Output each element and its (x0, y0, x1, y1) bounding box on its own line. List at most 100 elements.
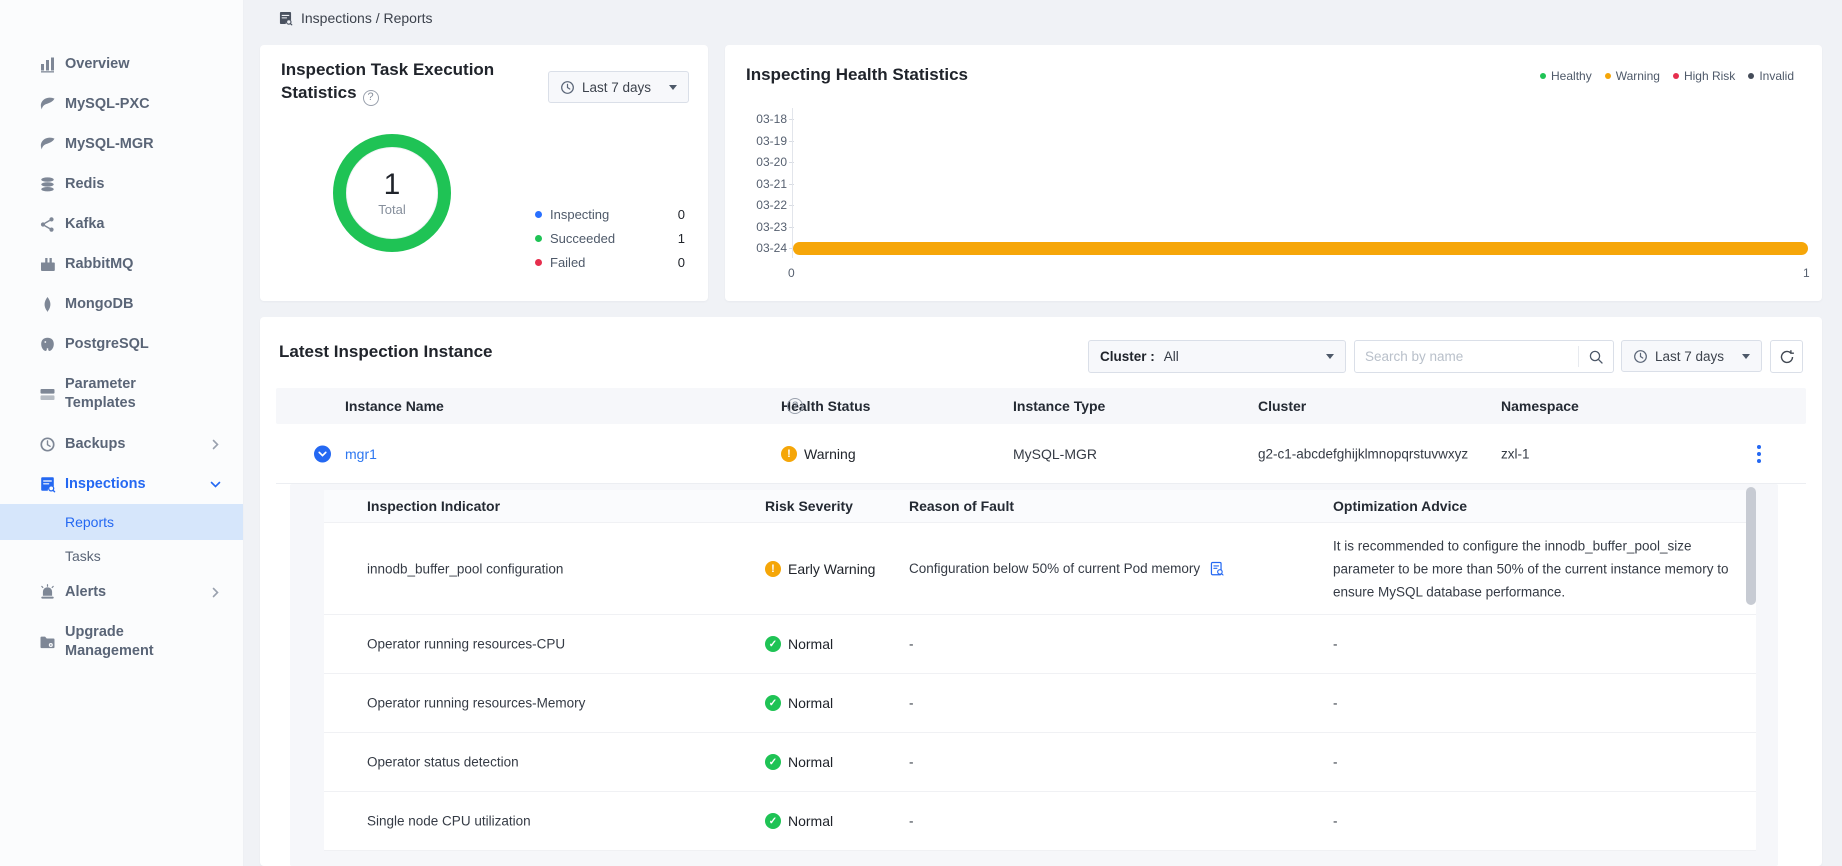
report-document-icon[interactable] (1209, 561, 1225, 577)
col-optimization-advice: Optimization Advice (1333, 498, 1733, 514)
sidebar-item-label: Redis (65, 175, 183, 194)
col-inspection-indicator: Inspection Indicator (367, 498, 500, 514)
sidebar-item-backups[interactable]: Backups (0, 424, 243, 464)
sidebar-item-label: Overview (65, 55, 183, 74)
health-chart-ytick: 03-22 (756, 198, 787, 212)
cluster-select[interactable]: Cluster : All (1088, 340, 1346, 373)
task-range-select[interactable]: Last 7 days (548, 71, 689, 103)
instances-range-value: Last 7 days (1655, 349, 1724, 364)
inspection-row-operator-memory: Operator running resources-Memory ✓Norma… (324, 674, 1756, 733)
task-donut-chart: 1 Total (333, 134, 451, 252)
sidebar-item-label: Inspections (65, 475, 183, 494)
search-input[interactable] (1355, 349, 1578, 364)
cluster-value: g2-c1-abcdefghijklmnopqrstuvwxyz (1258, 446, 1468, 461)
sidebar-item-parameter-templates[interactable]: Parameter Templates (0, 364, 243, 424)
health-chart-xtick-1: 1 (1803, 266, 1810, 280)
sidebar-item-label: Backups (65, 435, 183, 454)
sidebar-item-tasks[interactable]: Tasks (0, 540, 243, 572)
inspection-detail-table: Inspection Indicator Risk Severity Reaso… (324, 490, 1756, 851)
task-card-title: Inspection Task Execution Statistics? (281, 58, 526, 106)
sidebar-item-mysql-pxc[interactable]: MySQL-PXC (0, 84, 243, 124)
health-chart-ytick: 03-24 (756, 241, 787, 255)
sidebar-item-rabbitmq[interactable]: RabbitMQ (0, 244, 243, 284)
refresh-button[interactable] (1770, 340, 1803, 373)
succeeded-dot-icon (535, 235, 542, 242)
instances-title: Latest Inspection Instance (279, 342, 493, 362)
sidebar-item-redis[interactable]: Redis (0, 164, 243, 204)
help-icon[interactable]: ? (363, 90, 379, 106)
sidebar-item-label: Tasks (65, 548, 101, 564)
clock-icon (560, 80, 575, 95)
col-cluster: Cluster (1258, 398, 1306, 414)
sidebar-item-label: MySQL-PXC (65, 95, 183, 114)
latest-inspection-card: Latest Inspection Instance Cluster : All… (260, 317, 1822, 866)
health-chart-ytick: 03-23 (756, 220, 787, 234)
check-icon: ✓ (765, 636, 781, 652)
sidebar-item-upgrade-management[interactable]: Upgrade Management (0, 612, 243, 672)
backup-clock-icon (38, 435, 56, 453)
help-icon[interactable]: ? (787, 398, 803, 414)
health-chart-ytick: 03-21 (756, 177, 787, 191)
risk-severity-badge: ✓Normal (765, 695, 833, 711)
detail-scrollbar[interactable] (1746, 487, 1756, 605)
advice-text: - (1333, 696, 1733, 711)
risk-severity-badge: ✓Normal (765, 754, 833, 770)
sidebar-item-overview[interactable]: Overview (0, 44, 243, 84)
refresh-icon (1779, 349, 1795, 365)
check-icon: ✓ (765, 813, 781, 829)
collapse-row-icon[interactable] (314, 445, 331, 462)
search-box (1354, 340, 1614, 373)
donut-total-value: 1 (384, 169, 401, 201)
sidebar-item-label: Alerts (65, 583, 183, 602)
bar-chart-icon (38, 55, 56, 73)
sidebar-item-reports[interactable]: Reports (0, 504, 243, 540)
health-chart-ytick: 03-18 (756, 112, 787, 126)
sidebar-item-mongodb[interactable]: MongoDB (0, 284, 243, 324)
health-statistics-card: Inspecting Health Statistics Healthy War… (725, 45, 1822, 301)
legend-item-failed: Failed 0 (535, 250, 685, 274)
sidebar: Overview MySQL-PXC MySQL-MGR Redis Kafka… (0, 0, 244, 866)
sidebar-item-label: MongoDB (65, 295, 183, 314)
sidebar-item-label: Parameter Templates (65, 375, 183, 413)
search-icon[interactable] (1578, 346, 1613, 367)
reason-text: Configuration below 50% of current Pod m… (909, 561, 1200, 576)
task-execution-card: Inspection Task Execution Statistics? La… (260, 45, 708, 301)
warning-icon: ! (765, 561, 781, 577)
instance-name-link[interactable]: mgr1 (345, 446, 377, 462)
alarm-icon (38, 583, 56, 601)
advice-text: - (1333, 637, 1733, 652)
mysql-dolphin-icon (38, 135, 56, 153)
inspection-row-operator-cpu: Operator running resources-CPU ✓Normal -… (324, 615, 1756, 674)
sidebar-item-label: Kafka (65, 215, 183, 234)
caret-down-icon (1742, 354, 1750, 359)
postgresql-icon (38, 335, 56, 353)
sidebar-item-kafka[interactable]: Kafka (0, 204, 243, 244)
instance-row: mgr1 !Warning MySQL-MGR g2-c1-abcdefghij… (276, 424, 1806, 484)
indicator-label: Operator status detection (367, 755, 519, 770)
reason-text: - (909, 696, 914, 711)
caret-down-icon (1326, 354, 1334, 359)
chevron-down-icon (210, 479, 221, 490)
redis-stack-icon (38, 175, 56, 193)
sidebar-item-inspections[interactable]: Inspections (0, 464, 243, 504)
inspection-detail-panel: Inspection Indicator Risk Severity Reaso… (290, 484, 1778, 866)
breadcrumb-label[interactable]: Inspections / Reports (301, 10, 433, 26)
risk-severity-badge: ✓Normal (765, 636, 833, 652)
mongodb-leaf-icon (38, 295, 56, 313)
detail-table-header: Inspection Indicator Risk Severity Reaso… (324, 490, 1756, 523)
sidebar-item-postgresql[interactable]: PostgreSQL (0, 324, 243, 364)
kafka-nodes-icon (38, 215, 56, 233)
col-instance-type: Instance Type (1013, 398, 1105, 414)
row-actions-menu[interactable] (1754, 442, 1764, 466)
risk-severity-badge: ✓Normal (765, 813, 833, 829)
health-chart-ytick: 03-20 (756, 155, 787, 169)
upgrade-folder-icon (38, 633, 56, 651)
inspecting-dot-icon (535, 211, 542, 218)
inspection-report-icon (38, 475, 56, 493)
instances-range-select[interactable]: Last 7 days (1621, 340, 1762, 372)
risk-severity-badge: !Early Warning (765, 561, 875, 577)
sidebar-item-mysql-mgr[interactable]: MySQL-MGR (0, 124, 243, 164)
task-range-value: Last 7 days (582, 80, 651, 95)
health-status-badge: !Warning (781, 446, 856, 462)
sidebar-item-alerts[interactable]: Alerts (0, 572, 243, 612)
